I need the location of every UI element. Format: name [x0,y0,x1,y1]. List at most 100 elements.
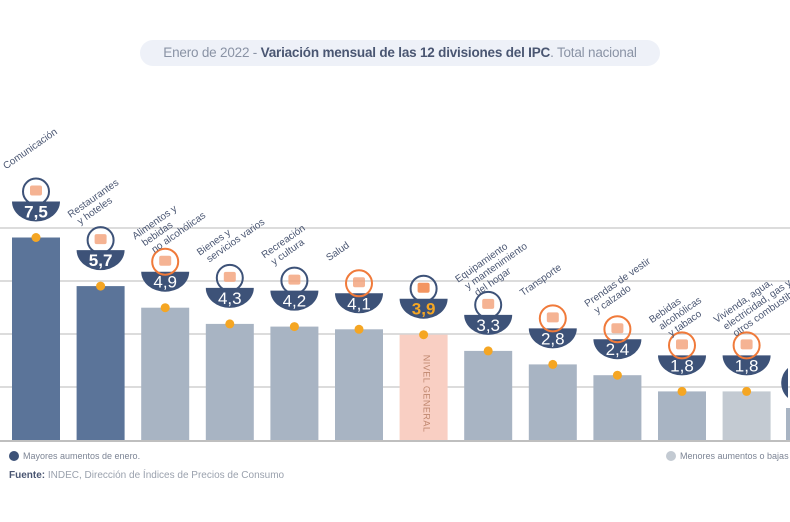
bar [205,323,254,440]
lightbulb-icon [732,331,761,360]
bar [464,350,513,440]
beach-umbrella-icon-shape [280,266,309,295]
value-bubble [528,328,577,349]
legend-low-label: Menores aumentos o bajas [680,451,789,461]
category-label: Vivienda, agua,electricidad, gas yotros … [712,264,790,343]
marker-dot [742,386,752,396]
chicken-icon-shape [151,247,180,276]
bar [335,329,383,440]
category-1: 5,7 Restaurantesy hoteles [66,177,127,440]
value-label: 4,1 [347,294,371,313]
value-label: 3,9 [412,300,436,319]
medical-cross-icon-shape [345,269,373,298]
marker-dot [289,322,299,332]
value-label: 1,8 [735,356,759,375]
category-5: 4,1 Salud [324,240,383,440]
value-bubble [205,287,254,308]
legend-high: Mayores aumentos de enero. [9,451,140,461]
marker-dot [31,233,41,242]
beach-umbrella-icon [280,266,309,295]
value-label: 3,3 [476,316,500,335]
value-label: 4,3 [218,289,242,308]
shopping-basket-icon [409,274,438,303]
car-icon-detail [546,312,559,323]
bar [141,307,190,440]
source-label: Fuente: [9,470,46,481]
comb-scissors-icon [215,263,244,292]
comb-scissors-icon-shape [215,263,244,292]
bottle-icon-detail [676,339,688,350]
source-text: INDEC, Dirección de Índices de Precios d… [45,470,285,481]
category-10: 1,8 Bebidasalcohólicasy tabaco [647,286,710,440]
category-9: 2,4 Prendas de vestiry calzado [583,256,660,440]
category-label: Prendas de vestiry calzado [583,256,660,319]
car-icon-shape [538,304,567,333]
plate-cutlery-icon-detail [94,234,107,245]
comb-scissors-icon-detail [223,271,236,282]
shopping-basket-icon-shape [409,274,438,303]
medical-cross-icon [345,269,373,298]
value-label: 1,8 [670,356,694,375]
bar [270,326,319,440]
lightbulb-icon-detail [740,339,753,350]
marker-dot [160,303,170,313]
marker-dot [354,324,364,334]
bar [399,334,448,440]
category-label-line: Salud [324,240,351,264]
bottle-icon-shape [668,331,696,360]
marker-dot [483,346,493,356]
category-label: Recreacióny cultura [260,223,314,270]
value-bubble [399,298,448,319]
bar [593,375,642,440]
marker-dot [612,370,622,380]
category-0: 7,5 Comunicación [1,127,60,440]
smartphone-icon [22,177,50,206]
beach-umbrella-icon-detail [288,274,301,285]
bar [722,391,771,440]
washing-machine-icon-detail [482,298,495,309]
value-bubble [658,355,706,376]
marker-dot [419,330,429,340]
legend-low-swatch [666,451,676,461]
value-label: 4,9 [153,273,177,292]
marker-dot [96,281,106,291]
category-label: Bebidasalcohólicasy tabaco [647,286,710,344]
washing-machine-icon [474,290,503,319]
value-label: 7,5 [24,203,48,222]
plate-cutlery-icon-shape [86,226,115,255]
title-main: Variación mensual de las 12 divisiones d… [260,45,551,60]
category-6: NIVEL GENERAL 3,9 [399,274,448,440]
tshirt-icon-detail [611,323,624,334]
tshirt-icon [603,315,632,344]
chart-title: Enero de 2022 - Variación mensual de las… [140,40,660,66]
category-label: Salud [324,240,351,264]
value-bubble-partial [781,368,788,398]
legend-low: Menores aumentos o bajas [666,451,789,461]
legend-high-label: Mayores aumentos de enero. [23,451,141,461]
bar [12,237,60,440]
car-icon [538,304,567,333]
bar [76,286,125,440]
marker-dot [225,319,235,329]
value-bubble [335,293,383,314]
value-label: 5,7 [89,251,113,270]
plate-cutlery-icon [86,226,115,255]
category-label: Comunicación [1,127,59,172]
marker-dot [677,386,687,396]
title-suffix: . Total nacional [550,45,637,60]
value-label: 2,8 [541,329,565,348]
chicken-icon-detail [159,255,172,266]
value-bubble [76,250,125,271]
shopping-basket-icon-detail [417,282,430,293]
washing-machine-icon-shape [474,290,503,319]
value-bubble [12,201,60,222]
bottle-icon [668,331,696,360]
category-label: Restaurantesy hoteles [66,177,127,229]
lightbulb-icon-shape [732,331,761,360]
value-bubble [464,314,513,335]
marker-dot [548,359,558,369]
